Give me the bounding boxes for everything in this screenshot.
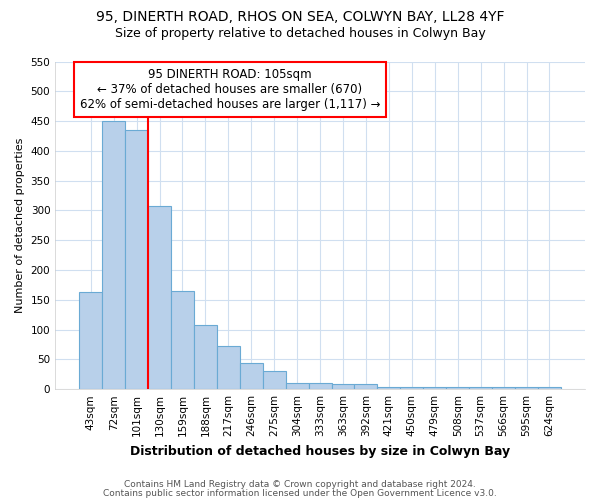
Bar (423, 388, 446, 389)
Bar (79, 292, 102, 389)
Bar (446, 388, 469, 389)
Bar (308, 383, 332, 389)
Bar (332, 384, 355, 389)
Bar (171, 291, 194, 389)
Bar (217, 346, 240, 389)
Y-axis label: Number of detached properties: Number of detached properties (15, 138, 25, 313)
Bar (240, 363, 263, 389)
Text: Size of property relative to detached houses in Colwyn Bay: Size of property relative to detached ho… (115, 28, 485, 40)
Bar (102, 121, 125, 389)
Bar (400, 387, 423, 389)
Text: Contains public sector information licensed under the Open Government Licence v3: Contains public sector information licen… (103, 490, 497, 498)
Bar (194, 326, 217, 389)
Bar (148, 206, 171, 389)
Text: 95, DINERTH ROAD, RHOS ON SEA, COLWYN BAY, LL28 4YF: 95, DINERTH ROAD, RHOS ON SEA, COLWYN BA… (96, 10, 504, 24)
Bar (377, 387, 400, 389)
Bar (355, 384, 377, 389)
Text: 95 DINERTH ROAD: 105sqm
← 37% of detached houses are smaller (670)
62% of semi-d: 95 DINERTH ROAD: 105sqm ← 37% of detache… (80, 68, 380, 111)
Bar (492, 388, 515, 389)
Bar (286, 383, 308, 389)
Bar (263, 370, 286, 389)
Bar (469, 388, 492, 389)
Text: Contains HM Land Registry data © Crown copyright and database right 2024.: Contains HM Land Registry data © Crown c… (124, 480, 476, 489)
Bar (515, 387, 538, 389)
X-axis label: Distribution of detached houses by size in Colwyn Bay: Distribution of detached houses by size … (130, 444, 510, 458)
Bar (538, 387, 561, 389)
Bar (125, 130, 148, 389)
